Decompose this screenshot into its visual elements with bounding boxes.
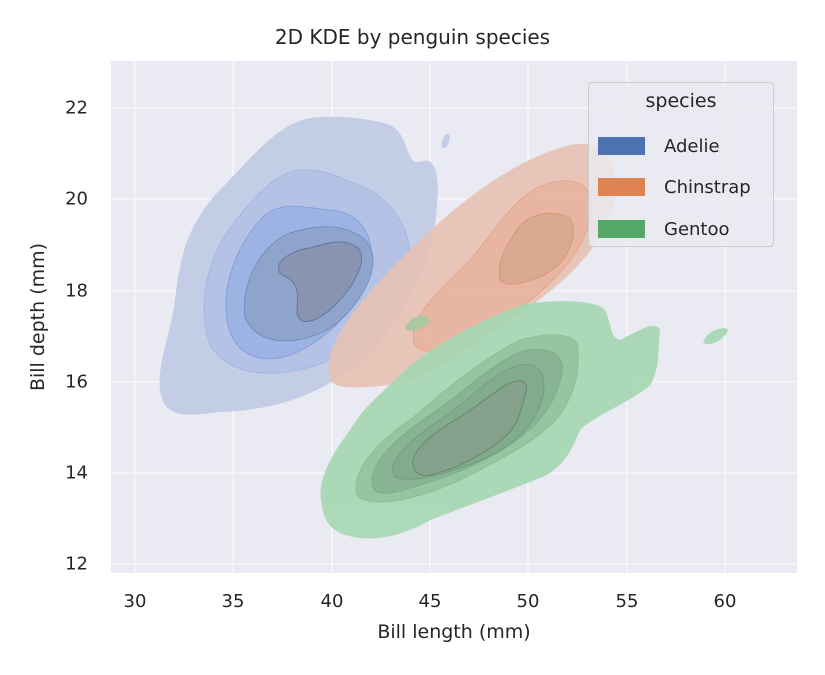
legend-swatch (598, 220, 645, 238)
x-axis-label: Bill length (mm) (377, 621, 531, 643)
y-tick-label: 14 (65, 462, 88, 484)
legend-item-chinstrap: Chinstrap (598, 176, 751, 198)
x-tick-label: 40 (320, 591, 344, 612)
x-tick-label: 50 (516, 591, 540, 612)
legend-swatch (598, 137, 645, 155)
legend-label: Adelie (664, 135, 720, 157)
chart-title: 2D KDE by penguin species (274, 25, 551, 49)
legend-title: species (645, 90, 717, 112)
x-tick-label: 45 (418, 591, 442, 612)
legend-label: Gentoo (664, 218, 730, 240)
x-tick-label: 60 (713, 591, 737, 612)
legend-swatch (598, 178, 645, 196)
chinstrap-density (328, 143, 616, 388)
legend-item-adelie: Adelie (598, 135, 720, 157)
kde-contours (111, 61, 797, 573)
x-tick-label: 30 (123, 591, 147, 612)
legend-label: Chinstrap (664, 176, 751, 198)
y-tick-label: 18 (65, 280, 88, 302)
legend-item-gentoo: Gentoo (598, 218, 730, 240)
y-axis-label: Bill depth (mm) (27, 242, 49, 392)
x-tick-label: 55 (615, 591, 639, 612)
x-tick-label: 35 (221, 591, 245, 612)
gentoo-density (320, 301, 728, 539)
y-tick-label: 12 (65, 553, 88, 575)
legend: species Adelie Chinstrap Gentoo (588, 82, 774, 247)
y-tick-label: 16 (65, 371, 88, 393)
y-tick-label: 20 (65, 188, 88, 210)
y-tick-label: 22 (65, 97, 88, 119)
